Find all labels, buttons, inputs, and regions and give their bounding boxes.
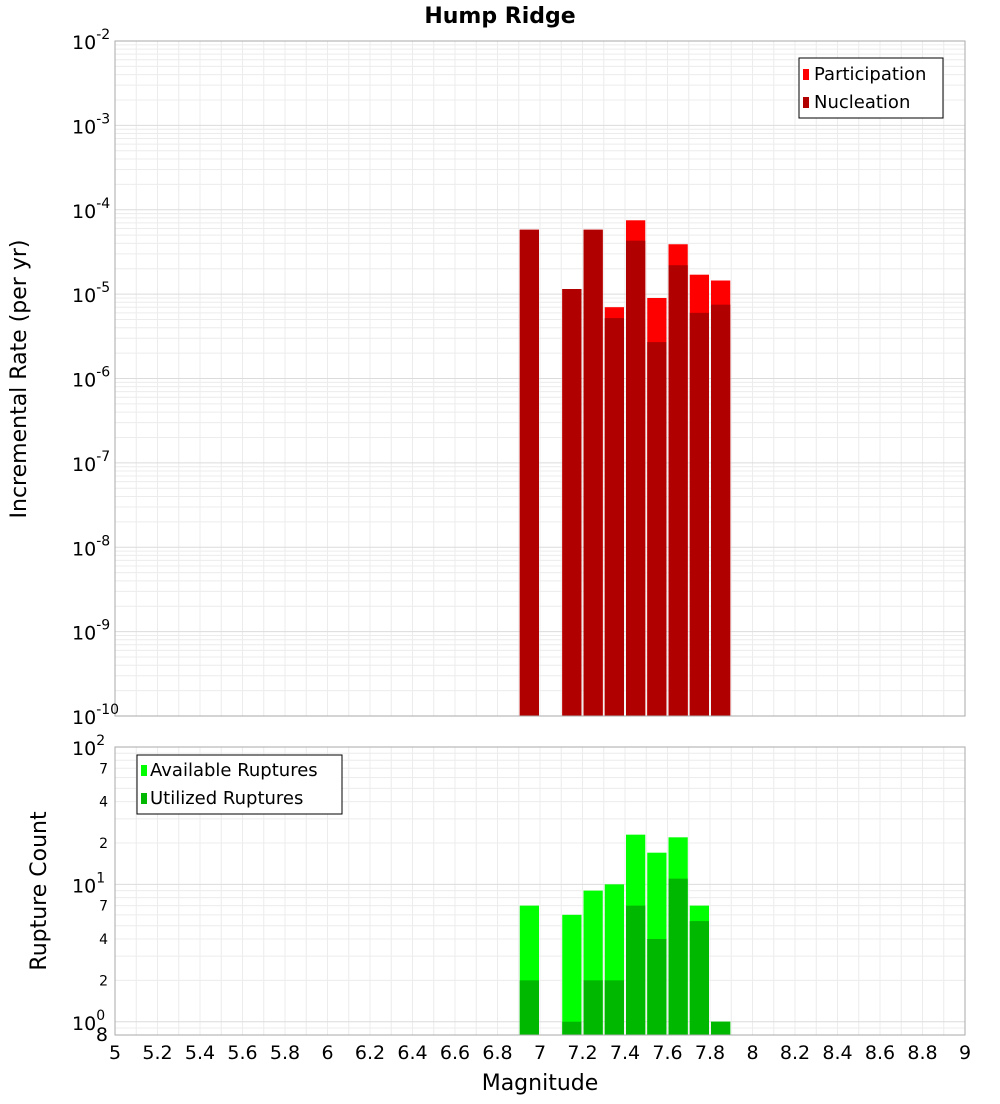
bottom-y-minor-tick-label: 8 (96, 1024, 108, 1046)
bottom-bar-series2 (711, 1021, 731, 1035)
bottom-plot-border (114, 746, 966, 1036)
x-tick-label: 5.8 (270, 1042, 300, 1064)
bottom-y-minor-tick-label: 7 (99, 761, 108, 777)
top-legend-swatch (803, 97, 809, 108)
bottom-y-minor-tick-label: 4 (99, 932, 108, 948)
top-legend: Participation Nucleation (798, 57, 944, 119)
x-tick-label: 7.4 (610, 1042, 640, 1064)
x-tick-label: 7 (534, 1042, 546, 1064)
top-bar-series2 (519, 229, 539, 717)
bottom-bar-series2 (668, 878, 688, 1035)
bottom-bar-series2 (583, 980, 603, 1035)
top-bar-series2 (583, 229, 603, 717)
top-y-tick-label: 10-2 (72, 27, 110, 54)
bottom-legend: Available Ruptures Utilized Ruptures (136, 754, 343, 815)
top-plot-area: 10-2 10-3 10-4 10-5 10-6 10-7 10-8 10-9 10-10 Par… (72, 27, 966, 729)
bottom-bar-series2 (519, 980, 539, 1035)
top-bar-series2 (689, 312, 709, 716)
bottom-y-minor-tick-label: 2 (99, 973, 108, 989)
x-tick-label: 7.2 (567, 1042, 597, 1064)
top-y-tick-label: 10-3 (72, 111, 110, 138)
chart-title: Hump Ridge (424, 4, 575, 29)
bottom-legend-label: Utilized Ruptures (150, 788, 303, 809)
top-y-tick-label: 10-5 (72, 280, 110, 307)
x-tick-label: 8 (746, 1042, 758, 1064)
top-legend-label: Nucleation (814, 92, 910, 113)
x-tick-label: 8.2 (780, 1042, 810, 1064)
top-bar-series2 (626, 240, 646, 717)
bottom-y-minor-tick-label: 2 (99, 836, 108, 852)
bottom-bar-series2 (604, 980, 624, 1035)
x-tick-label: 6 (321, 1042, 333, 1064)
bottom-y-tick-label: 100 (72, 1008, 105, 1035)
x-tick-label: 6.8 (482, 1042, 512, 1064)
bottom-bar-series2 (626, 905, 646, 1035)
bottom-y-tick-label: 101 (72, 870, 105, 897)
x-tick-label: 6.2 (355, 1042, 385, 1064)
top-legend-box (798, 57, 944, 119)
top-plot-border (114, 40, 966, 717)
bottom-legend-box (136, 754, 343, 815)
x-tick-label: 7.6 (652, 1042, 682, 1064)
top-y-tick-label: 10-7 (72, 449, 110, 476)
top-y-tick-label: 10-10 (72, 702, 119, 729)
x-tick-label: 5.2 (142, 1042, 172, 1064)
top-y-tick-label: 10-8 (72, 533, 110, 560)
top-y-tick-label: 10-9 (72, 618, 110, 645)
top-bar-series2 (711, 304, 731, 716)
x-tick-label: 6.6 (440, 1042, 470, 1064)
x-tick-label: 9 (959, 1042, 971, 1064)
x-tick-label: 5.6 (227, 1042, 257, 1064)
bottom-bar-series2 (562, 1021, 582, 1035)
top-y-tick-label: 10-6 (72, 365, 110, 392)
x-tick-label: 8.6 (865, 1042, 895, 1064)
x-tick-label: 6.4 (397, 1042, 427, 1064)
bottom-bar-series1 (562, 914, 582, 1035)
bottom-y-minor-tick-label: 7 (99, 899, 108, 915)
bottom-y-tick-label: 102 (72, 733, 105, 760)
top-legend-label: Participation (814, 64, 926, 85)
top-y-axis-label: Incremental Rate (per yr) (7, 240, 32, 519)
bottom-y-minor-tick-label: 4 (99, 795, 108, 811)
bottom-bar-series2 (647, 939, 667, 1035)
bottom-legend-swatch (141, 793, 147, 804)
x-tick-label: 5.4 (185, 1042, 215, 1064)
bottom-y-axis-label: Rupture Count (27, 811, 52, 971)
x-tick-label: 8.4 (822, 1042, 852, 1064)
top-bar-series2 (562, 289, 582, 716)
bottom-legend-label: Available Ruptures (150, 760, 318, 781)
top-bar-series2 (668, 265, 688, 716)
top-bar-series2 (647, 342, 667, 716)
top-bar-series2 (604, 318, 624, 716)
x-tick-label: 7.8 (695, 1042, 725, 1064)
bottom-legend-swatch (141, 765, 147, 776)
bottom-bar-series2 (689, 921, 709, 1035)
top-legend-swatch (803, 69, 809, 80)
x-tick-label: 5 (109, 1042, 121, 1064)
top-y-tick-label: 10-4 (72, 196, 110, 223)
x-tick-label: 8.8 (907, 1042, 937, 1064)
x-axis-label: Magnitude (482, 1071, 599, 1096)
